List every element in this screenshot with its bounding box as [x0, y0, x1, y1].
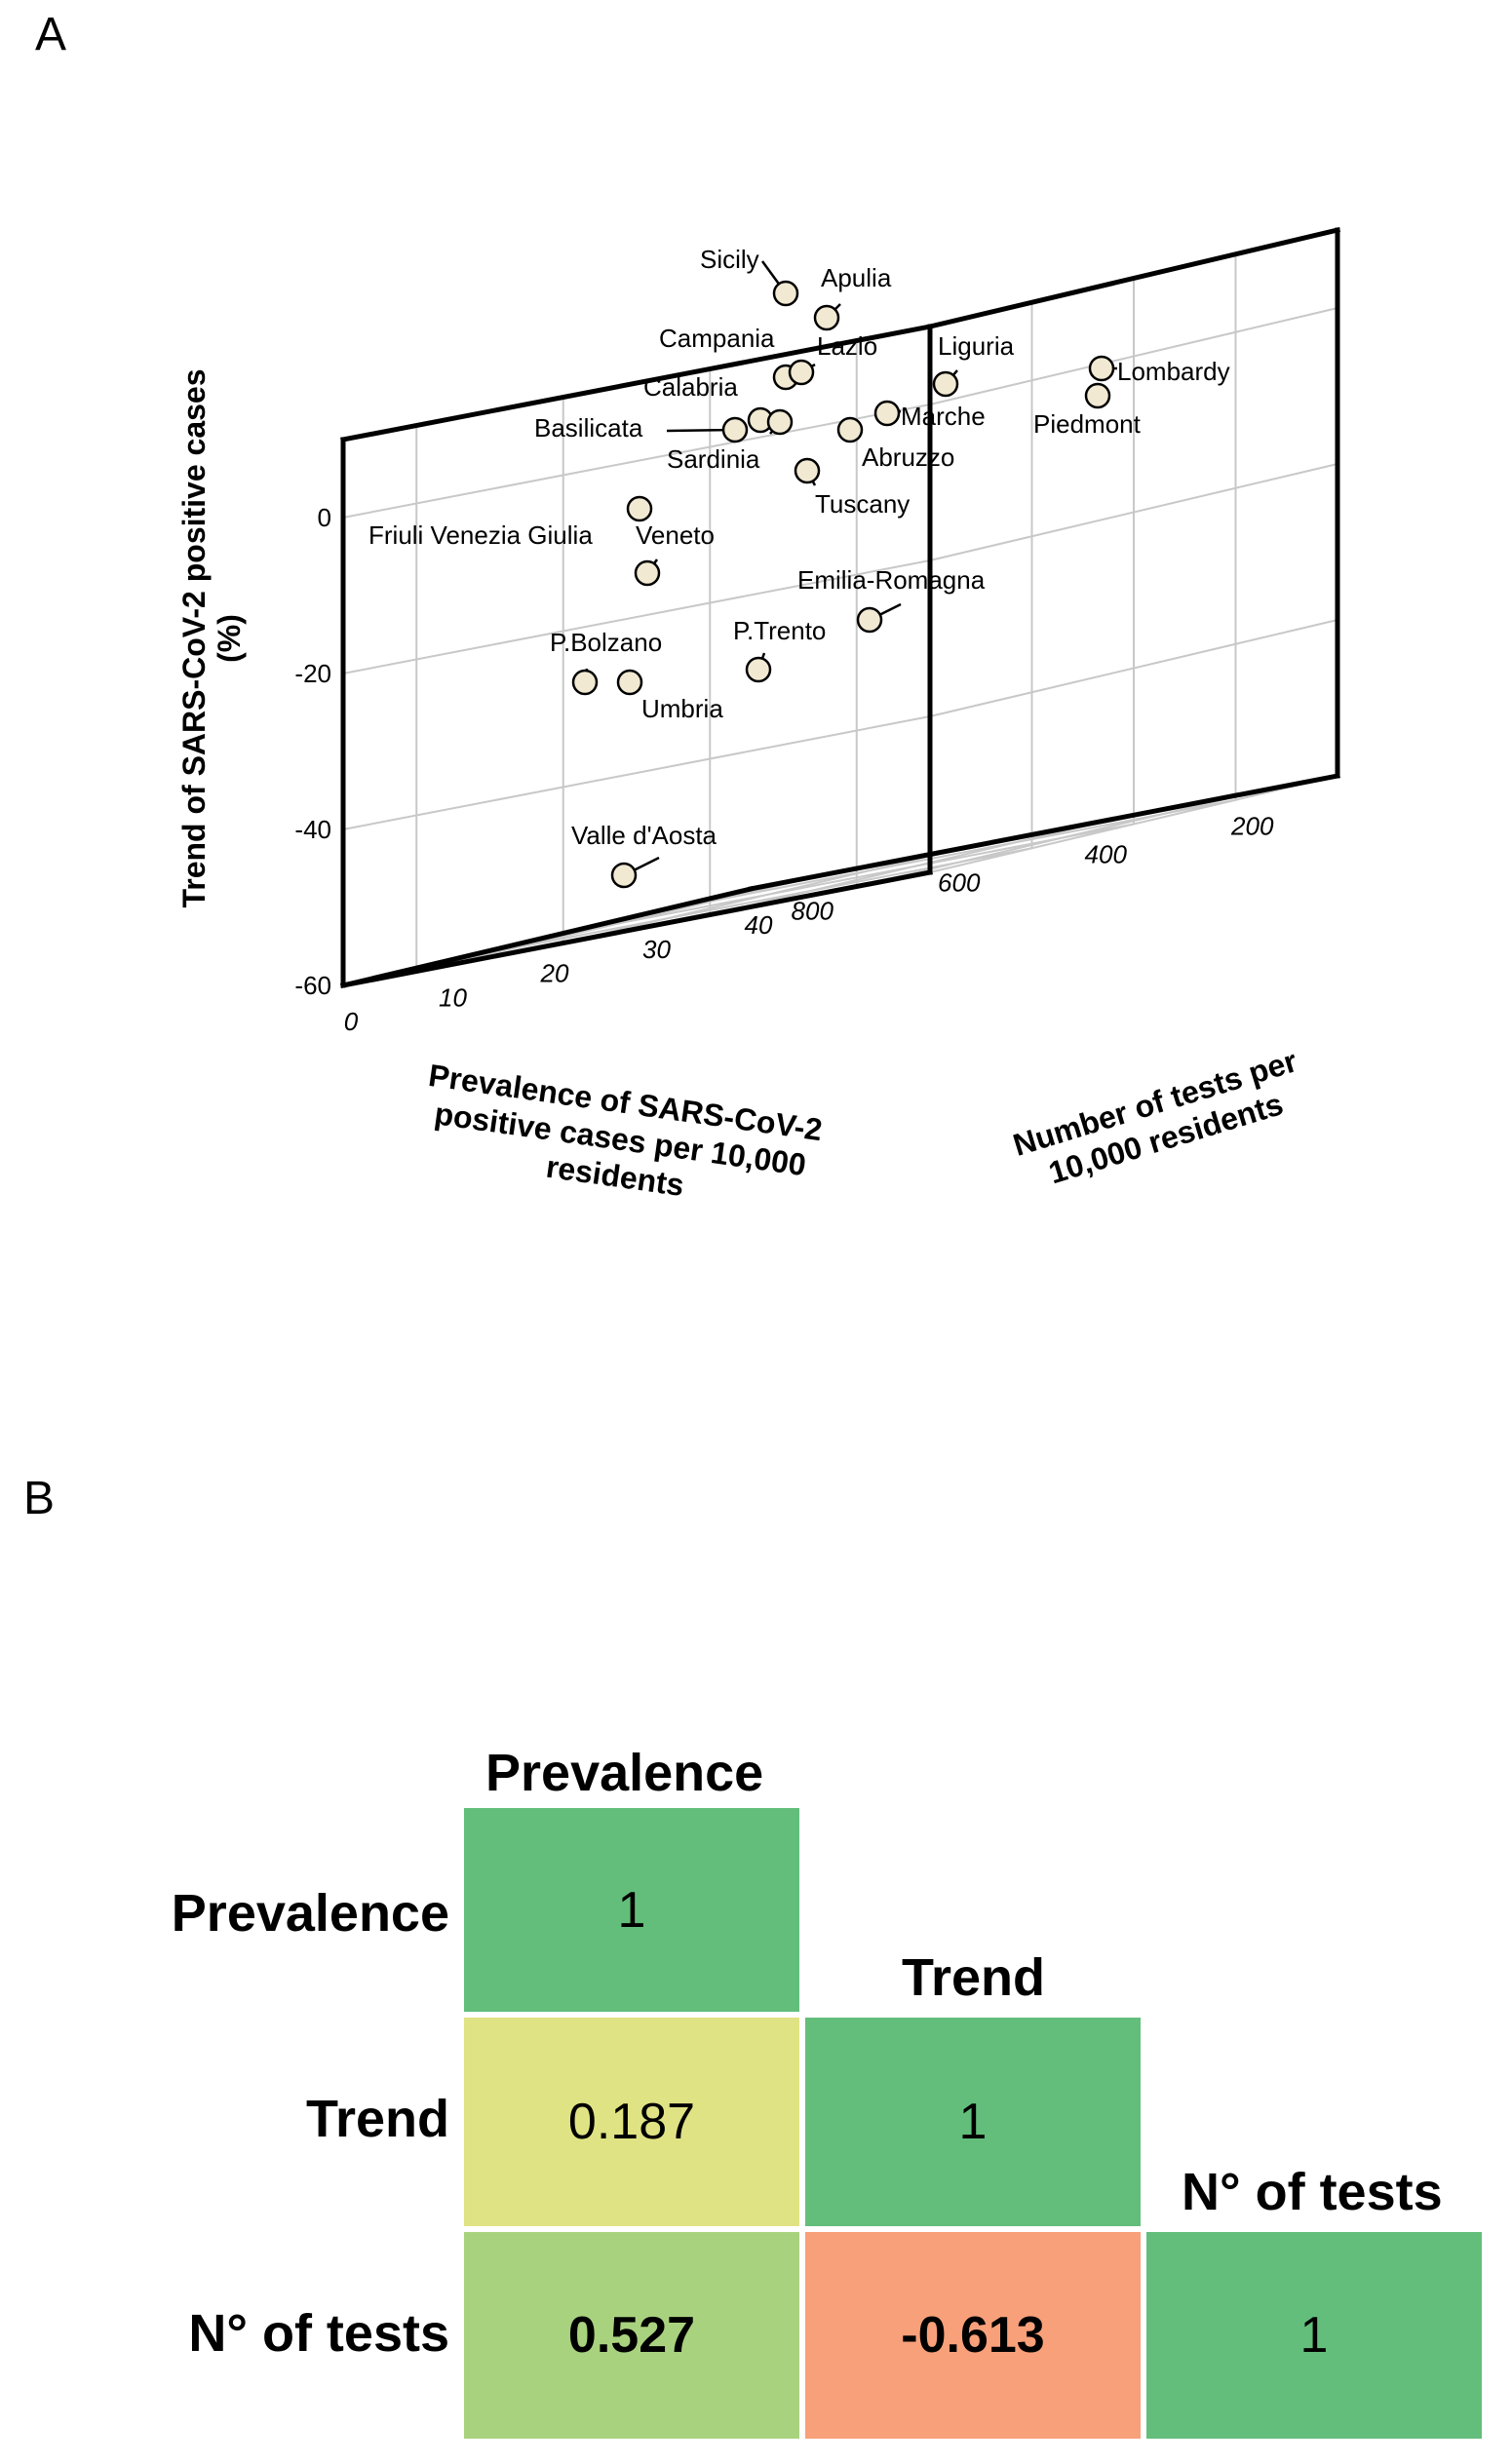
row-label-tests: N° of tests: [188, 2304, 449, 2363]
point-label: Piedmont: [1033, 409, 1142, 439]
point-label: Lombardy: [1117, 357, 1230, 386]
cell-tests-prevalence: 0.527: [461, 2229, 802, 2442]
axis-titles: Trend of SARS-CoV-2 positive cases (%) Pre…: [176, 368, 1301, 1203]
tick-labels: 0 -20 -40 -60 0 10 20 30 40 800 600 400 200: [294, 503, 1274, 1036]
point-label: Tuscany: [815, 489, 910, 519]
point-label: Marche: [901, 402, 986, 431]
y-tick-label: 400: [1085, 840, 1128, 869]
data-point: [873, 400, 901, 427]
grid-line: [648, 798, 1236, 914]
x-tick-label: 10: [439, 982, 467, 1012]
grid-line: [445, 847, 1032, 963]
box-edges: [339, 226, 1341, 989]
point-labels: Sicily Apulia Campania Lazio CalabriaBasilic…: [368, 245, 1230, 850]
z-axis-title: Trend of SARS-CoV-2 positive cases (%): [176, 368, 247, 907]
data-point: [616, 669, 643, 696]
z-tick-label: -60: [294, 971, 331, 1000]
point-label: Liguria: [938, 331, 1015, 361]
data-points: [571, 280, 1115, 889]
z-tick-label: -40: [294, 815, 331, 844]
data-point: [571, 669, 599, 696]
grid-line: [342, 559, 931, 674]
data-point: [1088, 355, 1115, 382]
point-label: Basilicata: [534, 413, 643, 443]
x-tick-label: 0: [344, 1007, 359, 1036]
grid-line: [546, 823, 1135, 939]
row-label-trend: Trend: [305, 2090, 449, 2148]
point-label: Sicily: [700, 245, 759, 274]
y-tick-label: 200: [1230, 812, 1274, 841]
data-point: [772, 280, 799, 307]
box-edge: [340, 869, 933, 988]
panel-label-a: A: [35, 9, 67, 60]
data-point: [836, 416, 864, 443]
point-label: Valle d'Aosta: [571, 821, 717, 850]
data-point: [626, 495, 653, 522]
y-tick-label: 800: [792, 897, 834, 926]
row-label-prevalence: Prevalence: [171, 1884, 449, 1943]
cell-prevalence-prevalence: 1: [461, 1805, 802, 2015]
point-label: Abruzzo: [862, 443, 954, 472]
cell-trend-trend: 1: [802, 2015, 1144, 2229]
cell-tests-trend: -0.613: [802, 2229, 1144, 2442]
data-point: [932, 370, 959, 398]
data-point: [721, 416, 749, 443]
data-point: [856, 606, 883, 634]
scatter-3d-chart: 0 -20 -40 -60 0 10 20 30 40 800 600 400 200 Trend of…: [176, 226, 1341, 1203]
point-label: P.Trento: [733, 616, 826, 645]
point-label: Campania: [659, 324, 775, 353]
point-label: Friuli Venezia Giulia: [368, 520, 593, 550]
grid-line: [342, 404, 931, 519]
col-header-trend: Trend: [902, 1948, 1046, 2007]
panel-label-b: B: [23, 1473, 56, 1524]
box-edge: [748, 773, 1340, 892]
data-point: [610, 862, 638, 889]
point-label: Veneto: [636, 520, 715, 550]
cell-trend-prevalence: 0.187: [461, 2015, 802, 2229]
data-point: [1084, 382, 1111, 409]
z-tick-label: 0: [318, 503, 331, 532]
point-label: P.Bolzano: [550, 628, 662, 657]
data-point: [745, 656, 772, 683]
col-header-tests: N° of tests: [1182, 2163, 1443, 2221]
cell-tests-tests: 1: [1144, 2229, 1485, 2442]
grid-line: [342, 715, 931, 830]
point-label: Sardinia: [667, 444, 760, 474]
point-label: Umbria: [641, 694, 723, 723]
box-edge: [340, 324, 933, 443]
data-point: [813, 304, 840, 331]
data-point: [634, 559, 661, 587]
y-tick-label: 600: [938, 868, 981, 898]
data-point: [794, 457, 821, 484]
point-label: Apulia: [821, 263, 892, 292]
z-axis-title-line: (%): [212, 614, 247, 663]
point-label: Lazio: [817, 331, 877, 361]
x-tick-label: 30: [642, 935, 671, 964]
z-axis-title-line: Trend of SARS-CoV-2 positive cases: [176, 368, 212, 907]
x-tick-label: 20: [540, 959, 569, 988]
z-tick-label: -20: [294, 659, 331, 688]
data-point: [766, 408, 794, 436]
box-edge: [926, 226, 1341, 330]
col-header-prevalence: Prevalence: [485, 1744, 764, 1802]
point-label: Calabria: [643, 372, 738, 402]
box-edge: [339, 885, 755, 989]
point-label: Emilia-Romagna: [797, 565, 986, 595]
x-tick-label: 40: [745, 910, 773, 940]
data-point: [788, 359, 815, 386]
